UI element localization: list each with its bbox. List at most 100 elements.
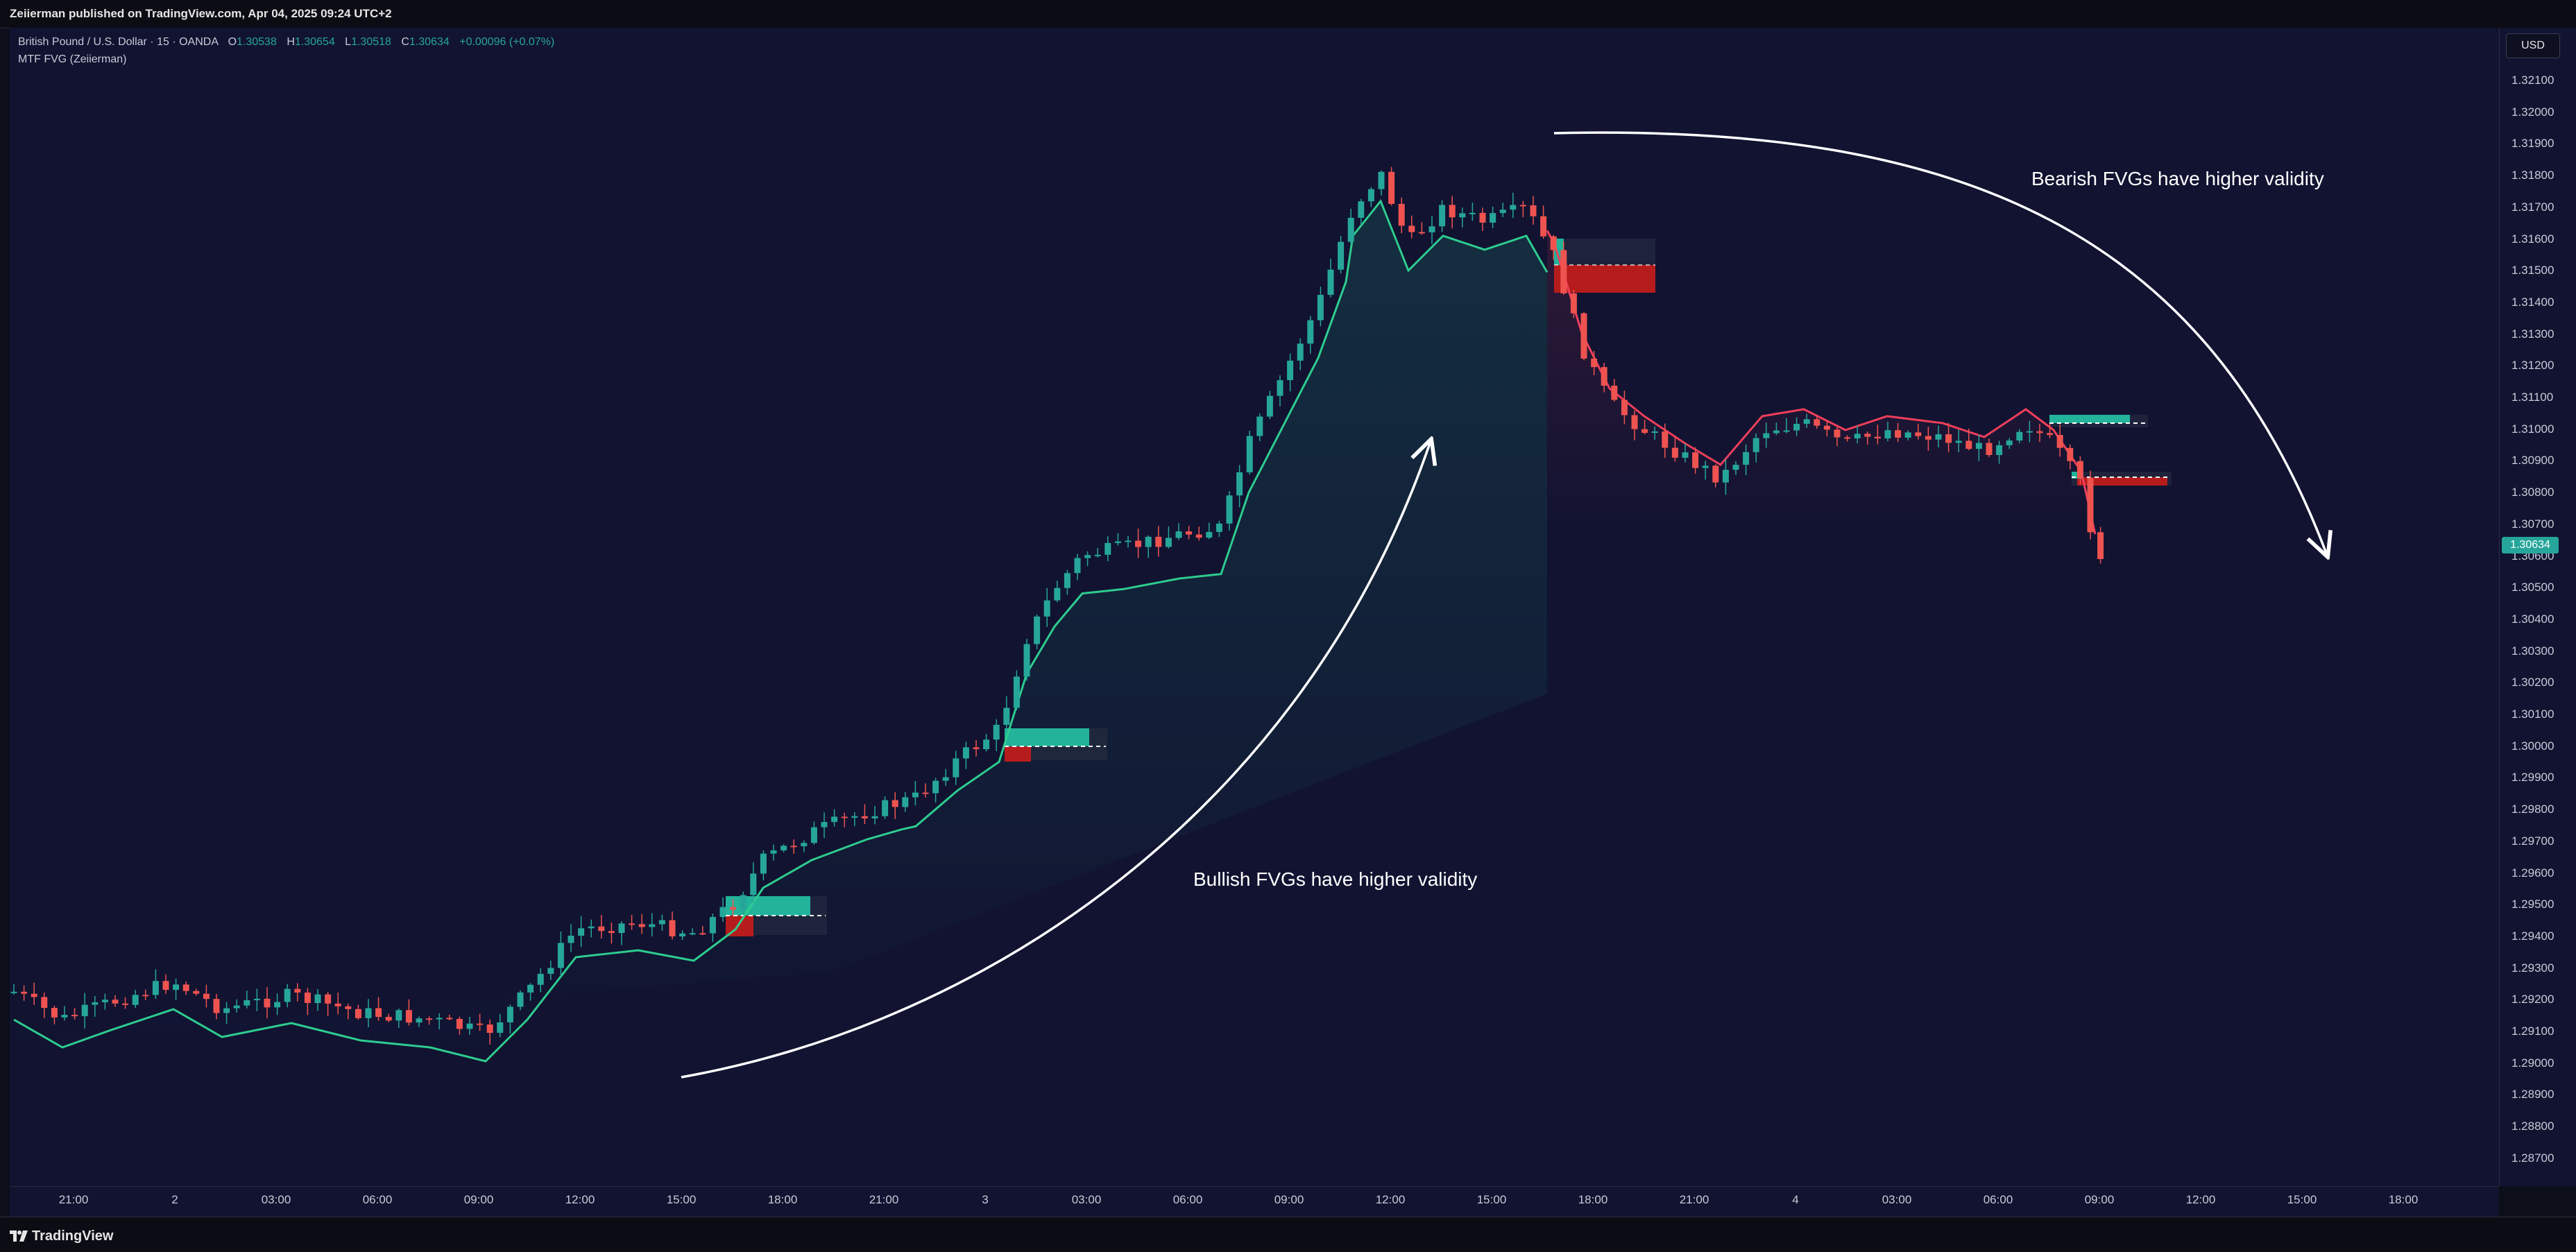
candle-body	[1874, 436, 1881, 439]
candle-body	[932, 780, 939, 794]
candle-body	[1317, 295, 1324, 320]
candle-body	[405, 1010, 412, 1023]
candle-body	[1945, 434, 1952, 443]
candle-body	[173, 984, 180, 991]
candle-body	[770, 850, 777, 854]
candle-body	[152, 981, 159, 995]
candle-body	[10, 991, 17, 993]
candle-body	[537, 973, 544, 985]
candle-body	[1064, 573, 1071, 588]
candle-body	[365, 1008, 372, 1018]
candle-body	[1732, 465, 1739, 470]
candle-body	[1175, 531, 1182, 538]
candle-body	[1043, 600, 1050, 617]
price-tick: 1.30500	[2511, 581, 2554, 594]
candle-body	[1490, 213, 1496, 223]
candle-body	[1854, 434, 1861, 439]
price-tick: 1.32000	[2511, 105, 2554, 119]
candle-body	[1398, 203, 1405, 226]
bullish-annotation: Bullish FVGs have higher validity	[1193, 868, 1478, 890]
time-tick: 03:00	[1071, 1193, 1102, 1206]
candle-body	[2097, 532, 2104, 559]
candle-body	[1226, 495, 1233, 524]
candle-body	[1074, 558, 1081, 574]
bull-ribbon-fill	[14, 201, 1547, 1061]
candle-body	[1287, 360, 1294, 381]
candle-body	[1682, 452, 1689, 458]
fvg-zone-bull-3-top	[2049, 415, 2130, 423]
footer-bar: TradingView	[0, 1217, 2576, 1252]
candle-body	[902, 797, 909, 807]
fvg-zone-bull-2-top	[1005, 728, 1089, 746]
candle-body	[709, 917, 716, 934]
candle-body	[679, 933, 686, 936]
candle-body	[922, 792, 929, 794]
fvg-zone-bull-1-top	[726, 896, 810, 916]
candle-body	[2067, 447, 2074, 461]
candle-body	[1662, 431, 1669, 448]
symbol-legend[interactable]: British Pound / U.S. Dollar · 15 · OANDA…	[18, 36, 554, 49]
currency-button[interactable]: USD	[2506, 33, 2560, 58]
price-tick: 1.31800	[2511, 169, 2554, 182]
candle-body	[1955, 440, 1962, 443]
candle-body	[740, 895, 747, 910]
price-tick: 1.28900	[2511, 1088, 2554, 1101]
trend-line	[13, 199, 2097, 1063]
candle-body	[942, 777, 949, 781]
candle-body	[699, 933, 706, 935]
candle-body	[203, 993, 210, 1000]
trend-line-bull	[13, 199, 1549, 1063]
price-scale[interactable]	[2499, 28, 2576, 1186]
candle-body	[21, 991, 28, 994]
publisher-caption: Zeiierman published on TradingView.com, …	[10, 7, 392, 20]
candle-body	[355, 1009, 361, 1018]
current-price-tag: 1.30634	[2502, 537, 2559, 554]
candle-body	[1823, 425, 1830, 430]
time-tick: 21:00	[869, 1193, 899, 1206]
price-tick: 1.29300	[2511, 961, 2554, 975]
open-label: O	[228, 36, 237, 48]
candle-body	[1925, 436, 1931, 440]
indicator-legend[interactable]: MTF FVG (Zeiierman)	[18, 53, 127, 65]
time-tick: 03:00	[1882, 1193, 1912, 1206]
close-value: 1.30634	[409, 36, 450, 48]
price-tick: 1.31200	[2511, 359, 2554, 372]
candle-body	[1135, 540, 1142, 547]
candle-body	[882, 800, 889, 816]
candle-body	[1580, 313, 1587, 359]
candle-body	[1054, 588, 1061, 601]
time-tick: 06:00	[1172, 1193, 1203, 1206]
time-scale[interactable]	[10, 1186, 2499, 1217]
candle-body	[2036, 431, 2043, 434]
bear-ribbon-fill	[1547, 230, 2095, 534]
candle-body	[1540, 216, 1547, 237]
candle-body	[1155, 536, 1162, 547]
candle-body	[182, 984, 189, 991]
low-value: 1.30518	[351, 36, 391, 48]
price-tick: 1.29000	[2511, 1056, 2554, 1070]
candle-body	[345, 1006, 352, 1009]
price-tick: 1.31600	[2511, 232, 2554, 246]
candle-body	[61, 1015, 68, 1018]
candle-body	[1388, 171, 1395, 204]
price-tick: 1.28700	[2511, 1151, 2554, 1165]
candle-body	[416, 1018, 423, 1023]
time-tick: 15:00	[2287, 1193, 2317, 1206]
candle-body	[1773, 430, 1780, 434]
candle-body	[1165, 538, 1172, 547]
brand-logo[interactable]: TradingView	[10, 1228, 113, 1244]
bearish-arrow	[1553, 131, 2327, 555]
time-tick: 15:00	[666, 1193, 697, 1206]
candle-body	[973, 747, 980, 750]
candle-body	[81, 1004, 88, 1017]
bullish-arrow	[681, 441, 1431, 1079]
high-label: H	[287, 36, 295, 48]
candle-body	[689, 933, 696, 935]
candle-body	[395, 1010, 402, 1021]
price-tick: 1.30300	[2511, 644, 2554, 658]
candle-body	[1145, 536, 1152, 547]
change-value: +0.00096 (+0.07%)	[459, 36, 555, 48]
candle-body	[1023, 644, 1030, 677]
candle-body	[385, 1017, 392, 1021]
candle-body	[821, 822, 828, 827]
